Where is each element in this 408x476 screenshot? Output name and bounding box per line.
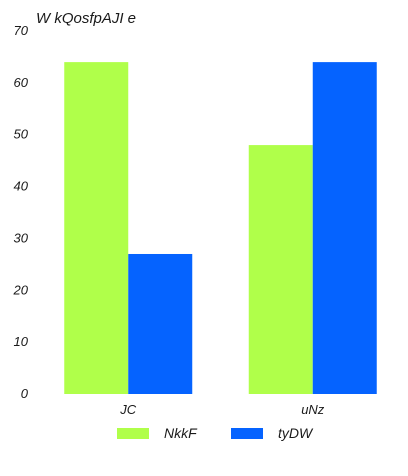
y-tick-label: 20 — [13, 282, 29, 297]
y-tick-label: 40 — [14, 179, 29, 194]
legend-swatch-NkkF — [117, 428, 149, 439]
bar-NkkF-uNz — [248, 145, 313, 394]
y-tick-label: 0 — [21, 386, 29, 401]
bar-tyDW-JC — [128, 253, 193, 394]
bar-tyDW-uNz — [312, 62, 377, 394]
x-tick-label: uNz — [301, 402, 325, 417]
y-tick-label: 50 — [14, 127, 29, 142]
legend-label-tyDW: tyDW — [278, 425, 314, 441]
y-tick-label: 70 — [14, 23, 29, 38]
y-tick-label: 60 — [14, 75, 29, 90]
chart-title: W kQosfpAJI e — [36, 10, 136, 27]
legend-label-NkkF: NkkF — [164, 425, 198, 441]
bar-NkkF-JC — [64, 62, 129, 394]
x-tick-label: JC — [119, 402, 137, 417]
y-tick-label: 30 — [14, 230, 29, 245]
y-axis: 0 10 20 30 40 50 60 70 — [13, 23, 29, 401]
legend: NkkF tyDW — [117, 425, 314, 441]
y-tick-label: 10 — [14, 334, 29, 349]
x-axis: JC uNz — [119, 402, 325, 417]
legend-swatch-tyDW — [231, 428, 263, 439]
bars — [64, 62, 377, 394]
